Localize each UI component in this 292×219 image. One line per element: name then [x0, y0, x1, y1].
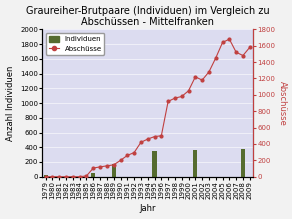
X-axis label: Jahr: Jahr	[140, 205, 156, 214]
Bar	[112, 164, 116, 177]
Bar	[193, 150, 197, 177]
Bar	[71, 176, 75, 177]
Y-axis label: Abschüsse: Abschüsse	[277, 81, 286, 125]
Bar	[44, 175, 48, 177]
Bar	[91, 173, 95, 177]
Bar	[241, 148, 245, 177]
Legend: Individuen, Abschüsse: Individuen, Abschüsse	[46, 33, 105, 55]
Bar	[152, 151, 157, 177]
Y-axis label: Anzahl Individuen: Anzahl Individuen	[6, 65, 15, 141]
Title: Graureiher-Brutpaare (Individuen) im Vergleich zu
Abschüssen - Mittelfranken: Graureiher-Brutpaare (Individuen) im Ver…	[26, 5, 270, 27]
